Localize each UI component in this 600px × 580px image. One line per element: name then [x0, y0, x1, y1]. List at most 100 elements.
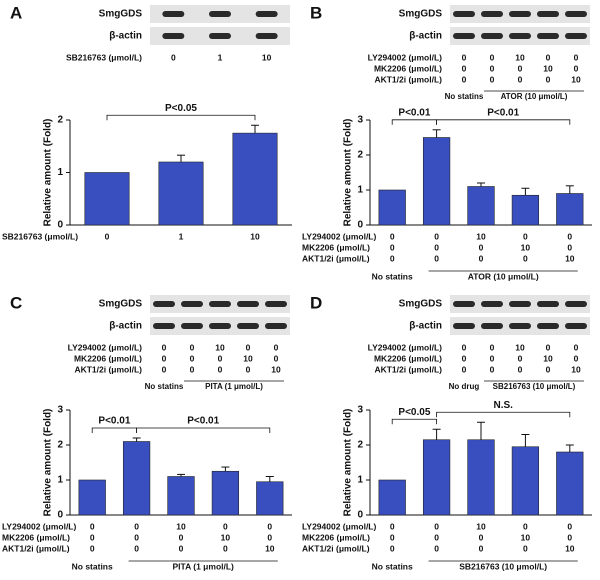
blot-row-label: AKT1/2i (μmol/L) [374, 364, 442, 374]
row-value: 10 [521, 242, 531, 252]
y-tick-label: 3 [357, 405, 363, 416]
y-tick-label: 3 [57, 405, 63, 416]
significance-bracket [91, 427, 137, 433]
blot-row-value: 0 [462, 52, 467, 62]
blot-row-value: 10 [515, 342, 525, 352]
row-label: AKT1/2i (μmol/L) [302, 253, 370, 263]
group-label: PITA (1 μmol/L) [172, 561, 234, 571]
significance-bracket [106, 114, 256, 121]
blot-row-value: 0 [462, 364, 467, 374]
blot-row-label: SB216763 (μmol/L) [66, 52, 142, 62]
blot-band [565, 301, 587, 307]
blot-row-value: 0 [546, 52, 551, 62]
blot-row-value: 0 [574, 353, 579, 363]
row-value: 0 [434, 253, 439, 263]
row-value: 0 [179, 532, 184, 542]
blot-band [509, 323, 531, 329]
blot-row-value: 10 [215, 342, 225, 352]
group-label: No statins [145, 382, 184, 391]
blot-row-value: 0 [518, 74, 523, 84]
blot-band [453, 11, 475, 17]
y-tick-label: 2 [57, 115, 63, 126]
row-value: 10 [176, 521, 186, 531]
blot-band [209, 323, 231, 329]
y-tick-label: 0 [57, 510, 63, 521]
group-label: No statins [372, 561, 413, 571]
blot-band [255, 11, 278, 17]
blot-band [453, 301, 475, 307]
blot-row-value: 0 [546, 74, 551, 84]
y-tick-label: 0 [57, 220, 63, 231]
significance-label: P<0.01 [187, 416, 219, 427]
bar [78, 479, 106, 516]
row-value: 0 [390, 231, 395, 241]
significance-label: P<0.05 [398, 407, 430, 418]
blot-band [237, 323, 259, 329]
row-value: 0 [134, 532, 139, 542]
blot-row-label: LY294002 (μmol/L) [368, 52, 443, 62]
row-value: 0 [390, 242, 395, 252]
row-value: 0 [523, 231, 528, 241]
row-value: 0 [390, 253, 395, 263]
row-value: 1 [179, 231, 184, 241]
blot-band [453, 323, 475, 329]
row-value: 10 [265, 543, 275, 553]
blot-row-value: 0 [190, 364, 195, 374]
bar [556, 193, 584, 226]
group-label: ATOR (10 μmol/L) [468, 271, 539, 281]
y-tick-label: 0 [357, 510, 363, 521]
band-label: SmgGDS [399, 9, 443, 20]
blot-row-value: 0 [462, 353, 467, 363]
error-bar [177, 473, 185, 477]
blot-row-value: 0 [574, 63, 579, 73]
row-value: 0 [434, 543, 439, 553]
row-value: 0 [567, 532, 572, 542]
row-value: 0 [567, 521, 572, 531]
blot-band [255, 33, 278, 39]
significance-label: P<0.01 [98, 416, 130, 427]
blot-row-label: MK2206 (μmol/L) [374, 63, 442, 73]
row-value: 0 [523, 521, 528, 531]
blot-row-value: 10 [243, 353, 253, 363]
blot-band [162, 11, 185, 17]
blot-row-value: 0 [171, 52, 176, 62]
significance-bracket [391, 119, 437, 125]
row-value: 10 [476, 521, 486, 531]
bar [467, 439, 495, 516]
bar [378, 189, 406, 226]
blot-row-value: 0 [218, 353, 223, 363]
blot-row-value: 0 [162, 364, 167, 374]
error-bar [565, 444, 574, 452]
row-value: 0 [267, 521, 272, 531]
row-label: AKT1/2i (μmol/L) [2, 543, 70, 553]
group-label: No statins [445, 92, 484, 101]
blot-band [537, 323, 559, 329]
blot-band [209, 11, 231, 17]
group-label: SB216763 (10 μmol/L) [493, 382, 576, 391]
error-bar [265, 476, 274, 482]
blot-band [181, 323, 203, 329]
row-label: LY294002 (μmol/L) [302, 521, 377, 531]
bar [167, 476, 195, 516]
blot-band [162, 33, 185, 39]
blot-band [537, 11, 559, 17]
row-value: 0 [434, 242, 439, 252]
panel-letter: A [10, 3, 22, 22]
row-value: 0 [434, 532, 439, 542]
blot-row-value: 0 [490, 63, 495, 73]
error-bar [177, 154, 185, 162]
blot-band [509, 11, 531, 17]
bar [511, 446, 540, 516]
group-label: PITA (1 μmol/L) [205, 382, 263, 391]
bar [256, 481, 284, 516]
blot-row-value: 0 [490, 52, 495, 62]
blot-row-value: 0 [246, 364, 251, 374]
band-label: β-actin [109, 321, 142, 332]
row-value: 0 [223, 543, 228, 553]
row-value: 10 [250, 231, 260, 241]
row-value: 0 [523, 253, 528, 263]
y-tick-label: 2 [357, 150, 363, 161]
blot-row-value: 0 [162, 353, 167, 363]
row-value: 0 [179, 543, 184, 553]
